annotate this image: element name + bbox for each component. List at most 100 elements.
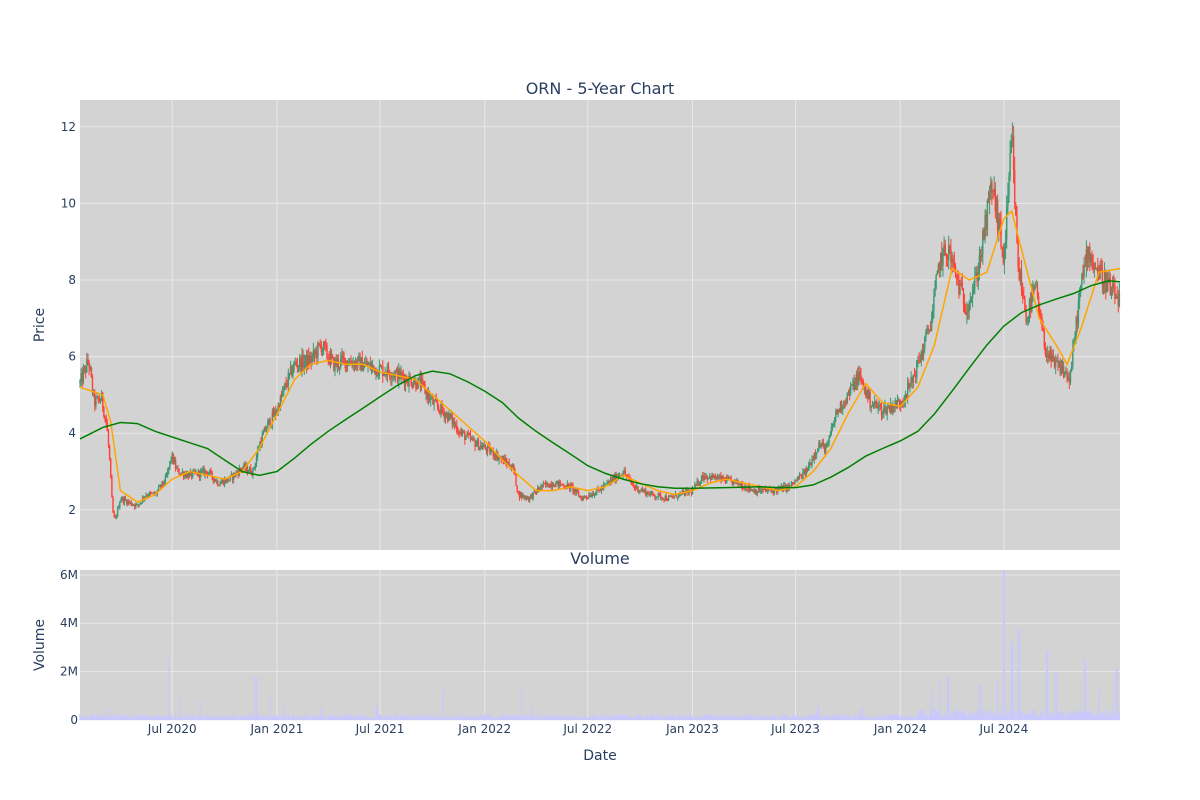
candlestick-body	[766, 490, 769, 492]
candlestick-body	[532, 492, 534, 499]
candlestick-body	[395, 369, 398, 372]
candlestick-body	[579, 496, 581, 498]
candlestick-body	[172, 453, 175, 464]
volume-bar	[803, 717, 805, 720]
candlestick-body	[180, 472, 182, 475]
volume-bar	[831, 715, 834, 720]
volume-bar	[460, 717, 462, 720]
candlestick-body	[426, 391, 428, 400]
volume-bar	[345, 715, 347, 720]
volume-bar	[727, 715, 729, 720]
candlestick-body	[448, 413, 450, 422]
volume-bar	[852, 716, 854, 720]
candlestick-body	[1102, 283, 1105, 285]
volume-bar	[757, 717, 760, 720]
volume-bar	[555, 714, 557, 720]
candlestick-body	[1031, 292, 1033, 312]
volume-bar	[672, 714, 674, 720]
volume-bar	[186, 714, 188, 720]
candlestick-body	[899, 400, 901, 405]
candlestick-body	[190, 471, 193, 477]
volume-bar	[257, 714, 259, 720]
candlestick-body	[861, 380, 863, 382]
candlestick-body	[866, 390, 868, 396]
candlestick-body	[131, 504, 134, 506]
volume-bar	[1032, 709, 1034, 720]
candlestick-body	[371, 365, 374, 367]
volume-bar	[339, 715, 341, 720]
volume-bar	[629, 716, 631, 720]
candlestick-body	[280, 395, 283, 397]
candlestick-body	[91, 376, 94, 393]
volume-bar	[494, 717, 497, 720]
candlestick-body	[1039, 309, 1041, 318]
candlestick-body	[262, 432, 264, 435]
volume-bar	[694, 717, 696, 720]
volume-bar	[176, 717, 178, 720]
volume-bar	[1036, 715, 1039, 720]
candlestick-body	[311, 356, 313, 363]
candlestick-body	[324, 341, 326, 345]
candlestick-body	[1058, 361, 1060, 364]
volume-bar	[353, 715, 355, 720]
volume-bar	[739, 714, 741, 720]
volume-bar	[892, 714, 894, 720]
volume-bar	[592, 714, 595, 720]
volume-bar	[696, 717, 698, 720]
volume-bar	[562, 718, 564, 720]
candlestick-body	[945, 254, 948, 256]
candlestick-body	[712, 474, 714, 478]
candlestick-body	[813, 453, 815, 460]
candlestick-body	[700, 475, 703, 482]
volume-bar	[200, 700, 202, 720]
candlestick-body	[574, 488, 576, 493]
volume-bar	[365, 718, 367, 720]
volume-bar	[646, 715, 648, 720]
candlestick-body	[566, 483, 568, 489]
volume-bar	[245, 714, 247, 720]
volume-bar	[522, 716, 524, 720]
volume-bar	[159, 715, 161, 720]
volume-bar	[529, 714, 531, 720]
candlestick-body	[472, 437, 474, 439]
candlestick-body	[422, 378, 424, 382]
volume-bar	[648, 715, 650, 720]
candlestick-body	[228, 479, 230, 482]
volume-bar	[1094, 715, 1097, 720]
volume-bar	[808, 715, 810, 720]
volume-bar	[619, 716, 621, 720]
volume-bar	[172, 718, 174, 720]
candlestick-body	[1067, 377, 1069, 380]
volume-bar	[934, 709, 936, 720]
candlestick-body	[518, 492, 521, 498]
volume-bar	[1001, 710, 1003, 720]
candlestick-body	[1083, 265, 1085, 277]
volume-bar	[385, 715, 387, 720]
candlestick-body	[600, 487, 603, 492]
date-x-tick-label: Jan 2023	[665, 722, 719, 736]
volume-bar	[98, 715, 100, 720]
volume-bar	[679, 714, 681, 720]
volume-bar	[931, 689, 933, 720]
candlestick-body	[1002, 246, 1004, 263]
volume-bar	[348, 713, 350, 720]
candlestick-body	[987, 200, 990, 203]
volume-bar	[948, 676, 950, 720]
candlestick-body	[293, 362, 295, 371]
volume-bar	[164, 716, 166, 720]
volume-bar	[795, 715, 797, 720]
volume-bar	[451, 718, 453, 720]
candlestick-body	[102, 392, 104, 408]
candlestick-body	[609, 479, 612, 483]
candlestick-body	[279, 395, 282, 410]
volume-bar	[179, 698, 181, 720]
volume-subtitle: Volume	[570, 549, 630, 568]
volume-bar	[394, 714, 396, 720]
volume-bar	[804, 717, 806, 720]
volume-bar	[342, 715, 344, 720]
candlestick-body	[115, 515, 118, 518]
volume-bar	[1022, 713, 1024, 720]
volume-bar	[288, 715, 291, 720]
candlestick-body	[749, 489, 752, 491]
candlestick-body	[1012, 136, 1015, 170]
